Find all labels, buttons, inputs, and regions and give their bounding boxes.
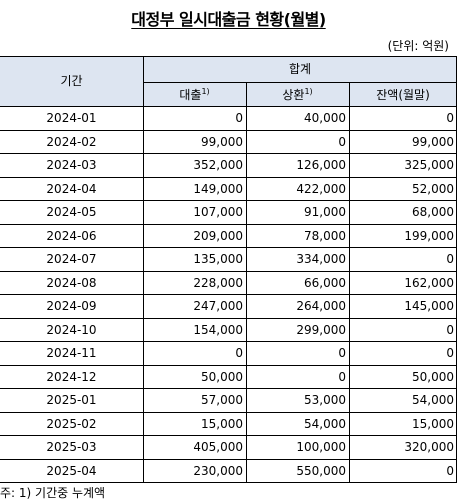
cell-balance: 52,000 (412, 181, 454, 196)
cell-loan: 135,000 (193, 252, 243, 266)
cell-balance: 320,000 (404, 440, 454, 454)
grid-line (0, 294, 457, 295)
cell-repay: 100,000 (296, 440, 346, 454)
grid-line (0, 482, 457, 483)
cell-repay: 91,000 (304, 205, 346, 219)
header-repay: 상환1) (282, 87, 313, 103)
cell-repay: 299,000 (296, 322, 346, 337)
cell-period: 2024-05 (46, 205, 97, 219)
grid-line (0, 56, 457, 57)
cell-repay: 40,000 (304, 111, 346, 125)
cell-balance: 145,000 (404, 299, 454, 313)
cell-repay: 66,000 (304, 275, 346, 290)
cell-loan: 57,000 (201, 393, 243, 407)
cell-period: 2024-07 (46, 252, 97, 266)
cell-period: 2024-10 (46, 322, 97, 337)
cell-loan: 0 (235, 111, 243, 125)
grid-line (349, 82, 350, 483)
cell-repay: 264,000 (296, 299, 346, 313)
header-period: 기간 (60, 74, 83, 88)
cell-balance: 99,000 (412, 134, 454, 149)
header-group-total: 합계 (288, 62, 312, 76)
cell-loan: 50,000 (201, 369, 243, 384)
cell-repay: 78,000 (304, 228, 346, 243)
grid-line (0, 271, 457, 272)
grid-line (143, 82, 457, 83)
grid-line (0, 247, 457, 248)
cell-period: 2025-02 (46, 416, 97, 431)
cell-loan: 0 (235, 346, 243, 360)
cell-loan: 230,000 (193, 463, 243, 478)
header-background (0, 56, 457, 107)
cell-period: 2024-03 (46, 158, 97, 172)
header-loan: 대출1) (179, 87, 210, 103)
cell-balance: 15,000 (412, 416, 454, 431)
cell-period: 2024-09 (46, 299, 97, 313)
grid-line (0, 200, 457, 201)
cell-period: 2024-01 (46, 111, 97, 125)
grid-line (143, 56, 144, 483)
grid-line (0, 435, 457, 436)
grid-line (0, 388, 457, 389)
cell-balance: 0 (446, 346, 454, 360)
cell-balance: 54,000 (412, 393, 454, 407)
cell-balance: 199,000 (404, 228, 454, 243)
grid-line (0, 224, 457, 225)
cell-repay: 422,000 (296, 181, 346, 196)
cell-balance: 0 (446, 322, 454, 337)
cell-loan: 247,000 (193, 299, 243, 313)
cell-balance: 325,000 (404, 158, 454, 172)
cell-repay: 334,000 (296, 252, 346, 266)
grid-line (0, 412, 457, 413)
grid-line (0, 153, 457, 154)
grid-line (0, 177, 457, 178)
cell-period: 2025-01 (46, 393, 97, 407)
cell-balance: 68,000 (412, 205, 454, 219)
cell-period: 2025-03 (46, 440, 97, 454)
grid-line (0, 318, 457, 319)
cell-balance: 162,000 (404, 275, 454, 290)
grid-line (0, 130, 457, 131)
cell-balance: 0 (446, 463, 454, 478)
cell-repay: 0 (338, 346, 346, 360)
cell-period: 2024-02 (46, 134, 97, 149)
cell-loan: 405,000 (193, 440, 243, 454)
cell-loan: 107,000 (193, 205, 243, 219)
cell-loan: 209,000 (193, 228, 243, 243)
cell-repay: 550,000 (296, 463, 346, 478)
cell-period: 2024-12 (46, 369, 97, 384)
cell-period: 2025-04 (46, 463, 97, 478)
cell-balance: 50,000 (412, 369, 454, 384)
cell-loan: 154,000 (193, 322, 243, 337)
cell-period: 2024-04 (46, 181, 97, 196)
cell-loan: 228,000 (193, 275, 243, 290)
cell-loan: 149,000 (193, 181, 243, 196)
cell-period: 2024-08 (46, 275, 97, 290)
header-balance: 잔액(월말) (376, 88, 430, 102)
cell-period: 2024-06 (46, 228, 97, 243)
cell-repay: 0 (338, 369, 346, 384)
cell-loan: 99,000 (201, 134, 243, 149)
unit-label: (단위: 억원) (387, 39, 449, 53)
grid-line (0, 106, 457, 107)
page-title: 대정부 일시대출금 현황(월별) (131, 10, 326, 29)
cell-repay: 54,000 (304, 416, 346, 431)
cell-repay: 126,000 (296, 158, 346, 172)
cell-period: 2024-11 (46, 346, 97, 360)
footnote: 주: 1) 기간중 누계액 (0, 486, 106, 500)
grid-line (246, 82, 247, 483)
cell-balance: 0 (446, 252, 454, 266)
grid-line (0, 341, 457, 342)
grid-line (0, 365, 457, 366)
grid-line (0, 459, 457, 460)
cell-loan: 15,000 (201, 416, 243, 431)
cell-loan: 352,000 (193, 158, 243, 172)
cell-repay: 53,000 (304, 393, 346, 407)
cell-balance: 0 (446, 111, 454, 125)
cell-repay: 0 (338, 134, 346, 149)
